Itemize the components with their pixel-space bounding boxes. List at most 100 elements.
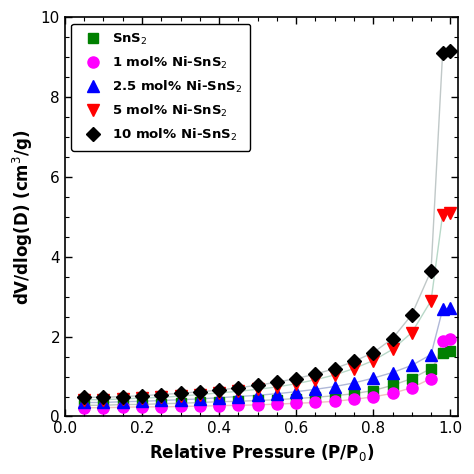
1 mol% Ni-SnS$_2$ (440, 338, 446, 344)
1 mol% Ni-SnS$_2$ (274, 401, 280, 407)
5 mol% Ni-SnS$_2$ (428, 298, 434, 303)
SnS$_2$ (82, 402, 87, 408)
2.5 mol% Ni-SnS$_2$ (312, 386, 318, 392)
2.5 mol% Ni-SnS$_2$ (100, 400, 106, 405)
SnS$_2$ (255, 398, 260, 403)
5 mol% Ni-SnS$_2$ (312, 377, 318, 383)
2.5 mol% Ni-SnS$_2$ (158, 398, 164, 403)
X-axis label: Relative Pressure (P/P$_0$): Relative Pressure (P/P$_0$) (149, 442, 374, 463)
2.5 mol% Ni-SnS$_2$ (293, 389, 299, 394)
5 mol% Ni-SnS$_2$ (390, 346, 395, 352)
SnS$_2$ (440, 350, 446, 356)
SnS$_2$ (447, 348, 453, 354)
10 mol% Ni-SnS$_2$ (447, 48, 453, 54)
2.5 mol% Ni-SnS$_2$ (351, 380, 357, 386)
5 mol% Ni-SnS$_2$ (447, 210, 453, 216)
SnS$_2$ (293, 396, 299, 401)
10 mol% Ni-SnS$_2$ (236, 385, 241, 391)
Legend: SnS$_2$, 1 mol% Ni-SnS$_2$, 2.5 mol% Ni-SnS$_2$, 5 mol% Ni-SnS$_2$, 10 mol% Ni-S: SnS$_2$, 1 mol% Ni-SnS$_2$, 2.5 mol% Ni-… (72, 24, 250, 151)
SnS$_2$ (332, 393, 337, 399)
1 mol% Ni-SnS$_2$ (351, 396, 357, 402)
10 mol% Ni-SnS$_2$ (197, 389, 202, 394)
1 mol% Ni-SnS$_2$ (236, 402, 241, 408)
10 mol% Ni-SnS$_2$ (158, 392, 164, 397)
2.5 mol% Ni-SnS$_2$ (120, 399, 126, 404)
5 mol% Ni-SnS$_2$ (100, 397, 106, 402)
SnS$_2$ (139, 401, 145, 407)
2.5 mol% Ni-SnS$_2$ (390, 370, 395, 375)
5 mol% Ni-SnS$_2$ (197, 392, 202, 397)
SnS$_2$ (120, 401, 126, 407)
2.5 mol% Ni-SnS$_2$ (447, 305, 453, 310)
5 mol% Ni-SnS$_2$ (293, 381, 299, 387)
10 mol% Ni-SnS$_2$ (82, 394, 87, 400)
10 mol% Ni-SnS$_2$ (428, 268, 434, 273)
1 mol% Ni-SnS$_2$ (178, 404, 183, 410)
10 mol% Ni-SnS$_2$ (178, 391, 183, 396)
1 mol% Ni-SnS$_2$ (158, 404, 164, 410)
1 mol% Ni-SnS$_2$ (428, 376, 434, 382)
2.5 mol% Ni-SnS$_2$ (216, 395, 222, 401)
Line: 10 mol% Ni-SnS$_2$: 10 mol% Ni-SnS$_2$ (79, 46, 455, 402)
SnS$_2$ (216, 399, 222, 404)
Line: 2.5 mol% Ni-SnS$_2$: 2.5 mol% Ni-SnS$_2$ (79, 302, 456, 408)
5 mol% Ni-SnS$_2$ (82, 397, 87, 402)
10 mol% Ni-SnS$_2$ (255, 383, 260, 388)
5 mol% Ni-SnS$_2$ (255, 386, 260, 392)
1 mol% Ni-SnS$_2$ (312, 400, 318, 405)
1 mol% Ni-SnS$_2$ (100, 405, 106, 410)
SnS$_2$ (197, 400, 202, 405)
10 mol% Ni-SnS$_2$ (293, 376, 299, 382)
1 mol% Ni-SnS$_2$ (409, 385, 415, 391)
Line: 5 mol% Ni-SnS$_2$: 5 mol% Ni-SnS$_2$ (79, 207, 456, 405)
1 mol% Ni-SnS$_2$ (216, 403, 222, 409)
2.5 mol% Ni-SnS$_2$ (255, 392, 260, 398)
2.5 mol% Ni-SnS$_2$ (197, 396, 202, 402)
1 mol% Ni-SnS$_2$ (447, 336, 453, 341)
5 mol% Ni-SnS$_2$ (178, 393, 183, 399)
1 mol% Ni-SnS$_2$ (139, 404, 145, 410)
SnS$_2$ (274, 397, 280, 402)
SnS$_2$ (428, 366, 434, 372)
5 mol% Ni-SnS$_2$ (139, 395, 145, 401)
5 mol% Ni-SnS$_2$ (370, 358, 376, 364)
1 mol% Ni-SnS$_2$ (332, 399, 337, 404)
SnS$_2$ (312, 394, 318, 400)
SnS$_2$ (351, 391, 357, 397)
1 mol% Ni-SnS$_2$ (255, 402, 260, 408)
5 mol% Ni-SnS$_2$ (332, 372, 337, 378)
5 mol% Ni-SnS$_2$ (440, 212, 446, 218)
SnS$_2$ (370, 388, 376, 393)
10 mol% Ni-SnS$_2$ (370, 350, 376, 356)
2.5 mol% Ni-SnS$_2$ (332, 383, 337, 389)
5 mol% Ni-SnS$_2$ (216, 390, 222, 396)
10 mol% Ni-SnS$_2$ (440, 50, 446, 56)
2.5 mol% Ni-SnS$_2$ (236, 394, 241, 400)
1 mol% Ni-SnS$_2$ (370, 394, 376, 400)
10 mol% Ni-SnS$_2$ (332, 366, 337, 372)
5 mol% Ni-SnS$_2$ (409, 330, 415, 336)
5 mol% Ni-SnS$_2$ (274, 384, 280, 390)
1 mol% Ni-SnS$_2$ (82, 405, 87, 410)
2.5 mol% Ni-SnS$_2$ (139, 399, 145, 404)
1 mol% Ni-SnS$_2$ (197, 403, 202, 409)
10 mol% Ni-SnS$_2$ (409, 312, 415, 318)
2.5 mol% Ni-SnS$_2$ (428, 352, 434, 357)
1 mol% Ni-SnS$_2$ (120, 404, 126, 410)
5 mol% Ni-SnS$_2$ (351, 366, 357, 372)
10 mol% Ni-SnS$_2$ (139, 393, 145, 399)
1 mol% Ni-SnS$_2$ (390, 391, 395, 396)
2.5 mol% Ni-SnS$_2$ (274, 391, 280, 397)
10 mol% Ni-SnS$_2$ (390, 336, 395, 341)
Line: SnS$_2$: SnS$_2$ (79, 346, 455, 410)
2.5 mol% Ni-SnS$_2$ (82, 400, 87, 405)
1 mol% Ni-SnS$_2$ (293, 401, 299, 406)
5 mol% Ni-SnS$_2$ (158, 394, 164, 400)
SnS$_2$ (158, 401, 164, 407)
SnS$_2$ (390, 383, 395, 388)
2.5 mol% Ni-SnS$_2$ (440, 307, 446, 312)
SnS$_2$ (178, 401, 183, 406)
2.5 mol% Ni-SnS$_2$ (370, 375, 376, 381)
Line: 1 mol% Ni-SnS$_2$: 1 mol% Ni-SnS$_2$ (79, 333, 456, 413)
10 mol% Ni-SnS$_2$ (351, 358, 357, 364)
